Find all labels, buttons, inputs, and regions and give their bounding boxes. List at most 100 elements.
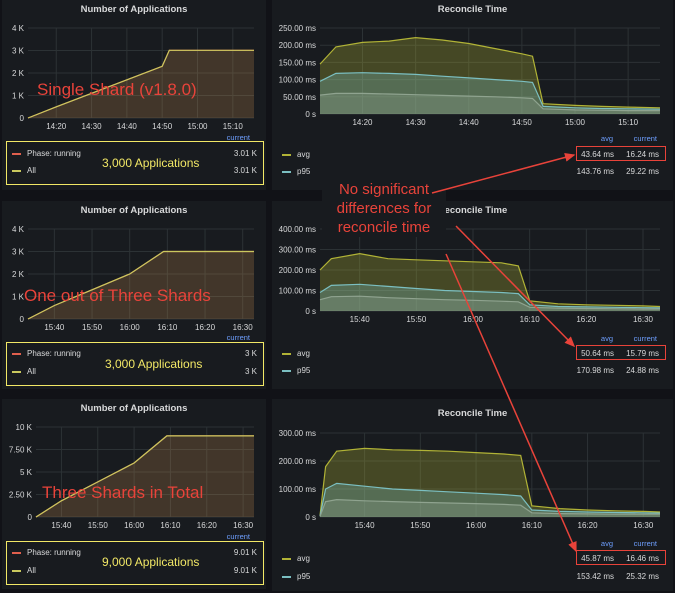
avg-highlight-box bbox=[576, 146, 666, 161]
x-tick-label: 15:50 bbox=[82, 323, 103, 332]
legend-running[interactable]: Phase: running bbox=[12, 349, 81, 358]
y-tick-label: 300.00 ms bbox=[279, 429, 316, 438]
x-tick-label: 14:50 bbox=[152, 122, 173, 131]
series-area-all bbox=[36, 435, 254, 517]
legend-avg[interactable]: avg bbox=[282, 150, 310, 159]
apps-chart-1: 0 1 K 2 K 3 K 4 K 14:20 14:30 14:40 14:50 15:00 15… bbox=[12, 24, 254, 131]
legend-header-current[interactable]: current bbox=[226, 333, 250, 342]
y-tick-label: 150.00 ms bbox=[279, 58, 316, 67]
legend-all[interactable]: All bbox=[12, 166, 36, 175]
series-line-p95 bbox=[319, 72, 661, 110]
avg-current-value: 15.79 ms bbox=[626, 349, 659, 358]
highlight-box bbox=[6, 141, 264, 185]
x-tick-label: 14:50 bbox=[512, 118, 533, 127]
p95-swatch bbox=[282, 575, 291, 578]
legend-all[interactable]: All bbox=[12, 367, 36, 376]
all-swatch bbox=[12, 370, 21, 373]
legend-header-current[interactable]: current bbox=[226, 532, 250, 541]
avg-current-value: 16.46 ms bbox=[626, 554, 659, 563]
legend-running-value: 3 K bbox=[244, 349, 257, 358]
y-tick-label: 0 bbox=[20, 315, 25, 324]
avg-swatch bbox=[282, 352, 291, 355]
all-swatch bbox=[12, 169, 21, 172]
all-swatch bbox=[12, 569, 21, 572]
legend-avg[interactable]: avg bbox=[282, 554, 310, 563]
p95-current-value: 25.32 ms bbox=[626, 572, 659, 581]
highlight-text: 3,000 Applications bbox=[102, 156, 200, 170]
legend-all-value: 9.01 K bbox=[233, 566, 257, 575]
legend-all-value: 3.01 K bbox=[233, 166, 257, 175]
y-tick-label: 50.00 ms bbox=[283, 93, 316, 102]
series-area-all bbox=[28, 251, 254, 319]
y-tick-label: 2 K bbox=[12, 270, 25, 279]
highlight-box bbox=[6, 342, 264, 386]
series-area-phase-running bbox=[28, 50, 254, 118]
legend-avg[interactable]: avg bbox=[282, 349, 310, 358]
y-tick-label: 1 K bbox=[12, 293, 25, 302]
y-tick-label: 0 s bbox=[305, 110, 316, 119]
p95-current-value: 24.88 ms bbox=[626, 366, 659, 375]
legend-running[interactable]: Phase: running bbox=[12, 548, 81, 557]
x-tick-label: 15:40 bbox=[51, 521, 72, 530]
y-tick-label: 0 bbox=[28, 513, 33, 522]
series-area-phase-running bbox=[36, 435, 254, 517]
x-tick-label: 16:20 bbox=[195, 323, 216, 332]
shard-label: Three Shards in Total bbox=[42, 483, 204, 502]
legend-p95[interactable]: p95 bbox=[282, 167, 310, 176]
running-swatch bbox=[12, 551, 21, 554]
y-tick-label: 200.00 ms bbox=[279, 41, 316, 50]
y-tick-label: 3 K bbox=[12, 248, 25, 257]
y-tick-label: 200.00 ms bbox=[279, 457, 316, 466]
x-tick-label: 15:00 bbox=[187, 122, 208, 131]
avg-avg-value: 43.64 ms bbox=[581, 150, 614, 159]
legend-running[interactable]: Phase: running bbox=[12, 149, 81, 158]
series-line-p99 bbox=[319, 92, 660, 112]
reconcile-chart-3: 0 s 100.00 ms 200.00 ms 300.00 ms 15:40 15:50… bbox=[279, 429, 661, 530]
x-tick-label: 15:10 bbox=[618, 118, 639, 127]
shard-label: One out of Three Shards bbox=[24, 286, 211, 305]
reconcile-panel-3: Reconcile Time 0 s 100.00 ms 200.00 ms 300.… bbox=[272, 399, 673, 591]
legend-p95[interactable]: p95 bbox=[282, 366, 310, 375]
note-line-2: differences for bbox=[336, 200, 432, 217]
x-tick-label: 15:50 bbox=[410, 521, 431, 530]
col-header-current[interactable]: current bbox=[633, 134, 657, 143]
y-tick-label: 4 K bbox=[12, 24, 25, 33]
col-header-current[interactable]: current bbox=[633, 539, 657, 548]
x-tick-label: 16:20 bbox=[197, 521, 218, 530]
y-tick-label: 100.00 ms bbox=[279, 76, 316, 85]
panel-title: Number of Applications bbox=[80, 205, 188, 216]
x-tick-label: 15:40 bbox=[355, 521, 376, 530]
series-area-phase-running bbox=[28, 251, 254, 319]
panel-title: Number of Applications bbox=[80, 403, 188, 414]
reconcile-panel-1: Reconcile Time 0 s 50.00 ms 100.00 ms 150.0… bbox=[272, 0, 673, 190]
col-header-avg[interactable]: avg bbox=[600, 334, 613, 343]
p95-swatch bbox=[282, 369, 291, 372]
col-header-avg[interactable]: avg bbox=[600, 134, 613, 143]
x-tick-label: 16:10 bbox=[520, 315, 541, 324]
x-tick-label: 15:40 bbox=[44, 323, 65, 332]
y-tick-label: 0 bbox=[20, 114, 25, 123]
avg-highlight-box bbox=[576, 550, 666, 565]
p95-avg-value: 143.76 ms bbox=[576, 167, 614, 176]
legend-all[interactable]: All bbox=[12, 566, 36, 575]
y-tick-label: 100.00 ms bbox=[279, 485, 316, 494]
p95-avg-value: 170.98 ms bbox=[576, 366, 614, 375]
col-header-avg[interactable]: avg bbox=[600, 539, 613, 548]
y-tick-label: 0 s bbox=[305, 513, 316, 522]
series-line-all bbox=[35, 435, 254, 518]
x-tick-label: 16:30 bbox=[633, 521, 654, 530]
x-tick-label: 16:00 bbox=[466, 521, 487, 530]
y-tick-label: 3 K bbox=[12, 47, 25, 56]
x-tick-label: 15:50 bbox=[88, 521, 109, 530]
legend-p95[interactable]: p95 bbox=[282, 572, 310, 581]
legend-header-current[interactable]: current bbox=[226, 133, 250, 142]
avg-current-value: 16.24 ms bbox=[626, 150, 659, 159]
avg-highlight-box bbox=[576, 345, 666, 360]
legend-running-value: 9.01 K bbox=[233, 548, 257, 557]
avg-avg-value: 45.87 ms bbox=[581, 554, 614, 563]
col-header-current[interactable]: current bbox=[633, 334, 657, 343]
p95-avg-value: 153.42 ms bbox=[576, 572, 614, 581]
highlight-text: 9,000 Applications bbox=[102, 555, 200, 569]
x-tick-label: 15:10 bbox=[223, 122, 244, 131]
series-line-all bbox=[27, 250, 254, 320]
